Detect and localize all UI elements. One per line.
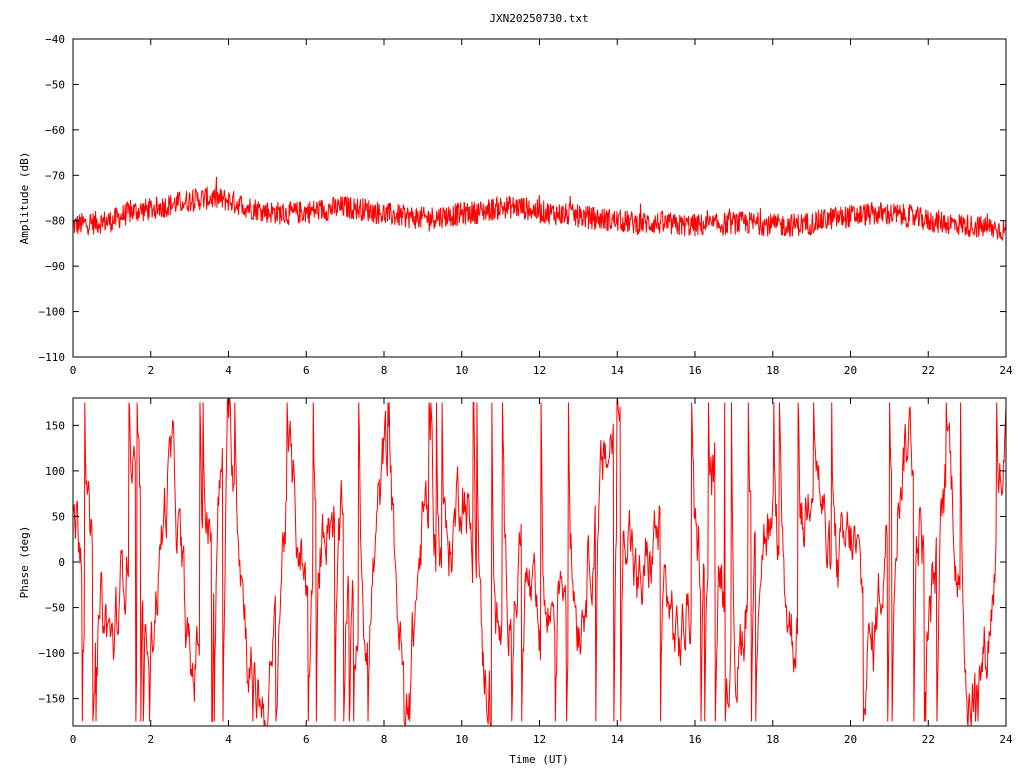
amplitude-y-tick-label: −110 — [39, 351, 66, 364]
amplitude-y-tick-label: −90 — [45, 260, 65, 273]
amplitude-y-tick-label: −60 — [45, 124, 65, 137]
amplitude-y-ticks: −110 −100 −90 −80 −70 −60 −50 −40 — [39, 33, 1006, 364]
phase-x-tick-label: 10 — [455, 733, 468, 746]
amplitude-x-tick-label: 20 — [844, 364, 857, 377]
amplitude-x-tick-label: 12 — [533, 364, 546, 377]
phase-x-tick-label: 18 — [766, 733, 779, 746]
phase-x-tick-label: 6 — [303, 733, 310, 746]
phase-series-line — [72, 397, 1007, 727]
phase-series-group — [72, 397, 1007, 727]
amplitude-series-group — [72, 176, 1007, 242]
phase-x-ticks: 0 2 4 6 8 10 12 14 16 18 20 22 24 — [70, 398, 1013, 746]
phase-y-tick-label: −150 — [39, 693, 66, 706]
amplitude-x-tick-label: 0 — [70, 364, 77, 377]
amplitude-x-tick-label: 16 — [688, 364, 701, 377]
amplitude-x-tick-label: 14 — [611, 364, 625, 377]
phase-x-tick-label: 4 — [225, 733, 232, 746]
amplitude-x-tick-label: 10 — [455, 364, 468, 377]
amplitude-x-tick-label: 22 — [922, 364, 935, 377]
amplitude-series-line — [72, 176, 1007, 242]
phase-y-tick-label: −50 — [45, 602, 65, 615]
amplitude-y-tick-label: −50 — [45, 78, 65, 91]
amplitude-x-tick-label: 8 — [381, 364, 388, 377]
amplitude-y-tick-label: −100 — [39, 306, 66, 319]
phase-x-tick-label: 8 — [381, 733, 388, 746]
phase-x-tick-label: 14 — [611, 733, 625, 746]
phase-x-tick-label: 22 — [922, 733, 935, 746]
phase-y-tick-label: −100 — [39, 647, 66, 660]
amplitude-panel: −110−100−90−80−70−60−50−40 0 2 4 6 8 10 12 14 16… — [18, 33, 1013, 377]
amplitude-x-tick-label: 24 — [999, 364, 1013, 377]
phase-x-tick-label: 20 — [844, 733, 857, 746]
amplitude-x-tick-label: 4 — [225, 364, 232, 377]
amplitude-y-tick-label: −80 — [45, 215, 65, 228]
amplitude-y-axis-title: Amplitude (dB) — [18, 152, 31, 245]
amplitude-x-tick-label: 2 — [147, 364, 154, 377]
phase-x-tick-label: 24 — [999, 733, 1013, 746]
chart-title: JXN20250730.txt — [489, 12, 588, 25]
phase-x-tick-label: 12 — [533, 733, 546, 746]
time-x-axis-title: Time (UT) — [509, 753, 569, 766]
phase-y-axis-title: Phase (deg) — [18, 526, 31, 599]
amplitude-y-tick-label: −70 — [45, 169, 65, 182]
phase-y-tick-label: 150 — [45, 419, 65, 432]
phase-y-tick-label: 50 — [52, 510, 65, 523]
phase-y-tick-label: 0 — [58, 556, 65, 569]
phase-x-tick-label: 16 — [688, 733, 701, 746]
phase-x-tick-label: 2 — [147, 733, 154, 746]
amplitude-x-tick-label: 6 — [303, 364, 310, 377]
amplitude-x-tick-label: 18 — [766, 364, 779, 377]
amplitude-x-ticks: 0 2 4 6 8 10 12 14 16 18 20 22 24 — [70, 39, 1013, 377]
phase-x-tick-label: 0 — [70, 733, 77, 746]
phase-y-tick-label: 100 — [45, 465, 65, 478]
phase-y-ticks: −150 −100 −50 0 50 100 150 — [39, 419, 1006, 706]
amplitude-y-tick-label: −40 — [45, 33, 65, 46]
